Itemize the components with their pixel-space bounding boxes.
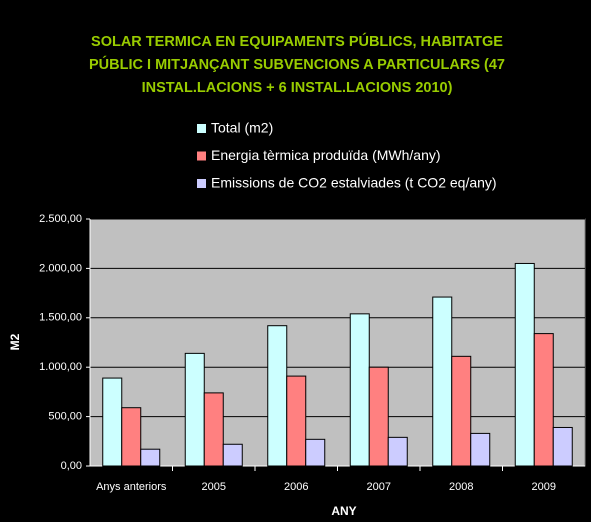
legend-swatch [197,151,206,161]
bar [121,407,142,467]
bar [451,355,472,467]
chart-title: PÚBLIC I MITJANÇANT SUBVENCIONS A PARTIC… [89,55,505,73]
bar [222,443,243,467]
y-tick-label: 500,00 [48,411,82,423]
bar [387,436,408,467]
y-tick-label: 1.500,00 [39,312,82,324]
y-tick-label: 2.000,00 [39,262,82,274]
bar [368,366,389,467]
y-tick-label: 0,00 [61,460,82,472]
bar [470,432,491,467]
bar [349,313,370,467]
x-tick-label: 2008 [449,481,473,493]
bar [305,438,326,467]
bar [102,377,123,467]
bar [286,375,307,467]
y-axis-title: M2 [8,333,22,350]
x-tick-label: 2005 [202,481,226,493]
bar [533,333,554,467]
y-tick-label: 2.500,00 [39,213,82,225]
bar [184,352,205,467]
legend-swatch [197,124,206,133]
bar [203,392,224,467]
y-tick-label: 1.000,00 [39,361,82,373]
chart-title: INSTAL.LACIONS + 6 INSTAL.LACIONS 2010) [142,80,453,96]
bar [514,262,535,467]
bar [552,426,573,467]
legend-label: Energia tèrmica produïda (MWh/any) [211,147,441,163]
legend-label: Total (m2) [211,120,273,136]
legend-swatch [197,179,206,188]
x-tick-label: 2007 [367,481,391,493]
x-axis-title: ANY [331,504,356,518]
plot-area [89,218,586,467]
x-tick-label: 2006 [284,481,308,493]
bar [140,448,161,467]
bar [267,325,288,467]
chart-title: SOLAR TERMICA EN EQUIPAMENTS PÚBLICS, HA… [91,32,503,50]
legend-label: Emissions de CO2 estalviades (t CO2 eq/a… [211,175,497,191]
bar [432,296,453,467]
x-tick-label: 2009 [532,481,556,493]
x-tick-label: Anys anteriors [96,481,167,493]
